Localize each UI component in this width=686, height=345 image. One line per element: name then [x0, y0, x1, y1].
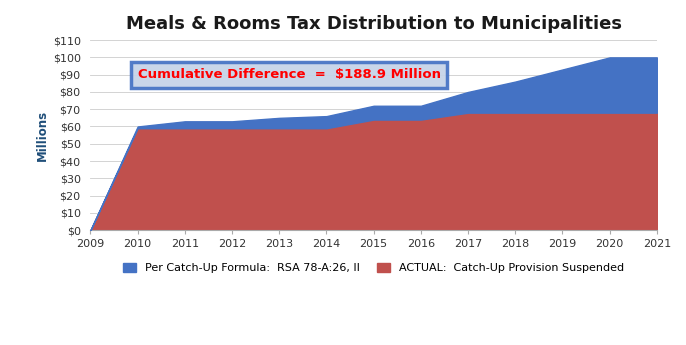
Title: Meals & Rooms Tax Distribution to Municipalities: Meals & Rooms Tax Distribution to Munici… — [126, 15, 622, 33]
Legend: Per Catch-Up Formula:  RSA 78-A:26, II, ACTUAL:  Catch-Up Provision Suspended: Per Catch-Up Formula: RSA 78-A:26, II, A… — [119, 259, 628, 278]
Y-axis label: Millions: Millions — [36, 110, 49, 161]
Text: Cumulative Difference  =  $188.9 Million: Cumulative Difference = $188.9 Million — [138, 68, 440, 81]
